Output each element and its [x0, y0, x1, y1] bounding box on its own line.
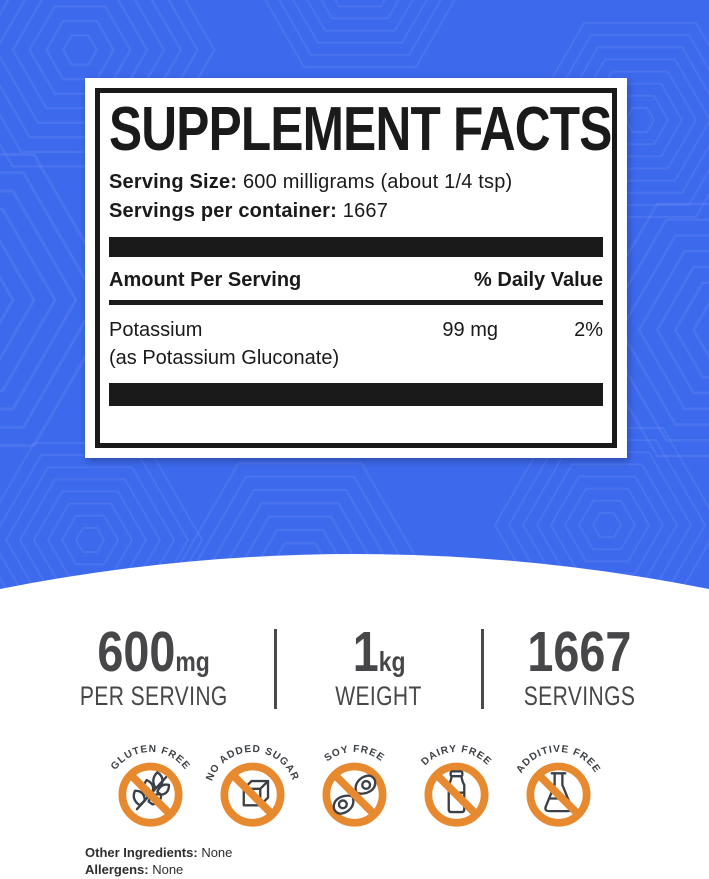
servings-per-container-label: Servings per container:	[109, 200, 337, 222]
divider-bar-bottom	[109, 383, 603, 406]
stat-weight-number: 1	[352, 619, 379, 684]
stat-weight-unit: kg	[378, 645, 406, 677]
soy-free-badge: SOY FREE	[322, 744, 387, 827]
stat-weight: 1kg WEIGHT	[277, 623, 482, 712]
stats-divider-right	[481, 629, 485, 709]
servings-per-container-line: Servings per container: 1667	[109, 200, 603, 223]
nutrient-daily-value: 2%	[574, 319, 603, 341]
amount-per-serving-header: Amount Per Serving	[109, 269, 302, 291]
daily-value-header: % Daily Value	[474, 269, 603, 291]
allergens-line: Allergens: None	[85, 861, 232, 878]
no-added-sugar-badge: NO ADDED SUGAR	[204, 744, 300, 827]
stat-per-serving-label: PER SERVING	[79, 681, 228, 712]
additive-free-badge: ADDITIVE FREE	[515, 744, 603, 827]
stat-weight-value: 1kg	[353, 623, 406, 680]
serving-size-label: Serving Size:	[109, 171, 238, 193]
other-ingredients-label: Other Ingredients:	[85, 845, 198, 860]
nutrient-name: Potassium	[109, 319, 203, 341]
stat-per-serving: 600mg PER SERVING	[34, 623, 274, 712]
curve-divider	[0, 554, 709, 602]
soy-free-label: SOY FREE	[323, 744, 386, 764]
stat-weight-label: WEIGHT	[335, 681, 423, 712]
svg-text:SOY FREE: SOY FREE	[323, 744, 387, 764]
dairy-free-badge: DAIRY FREE	[419, 744, 493, 827]
other-ingredients-value: None	[201, 845, 233, 860]
facts-header-row: Amount Per Serving % Daily Value	[109, 269, 603, 292]
supplement-facts-panel: SUPPLEMENT FACTS Serving Size: 600 milli…	[85, 78, 627, 458]
nutrient-source-detail: (as Potassium Gluconate)	[109, 347, 340, 369]
allergens-value: None	[152, 862, 184, 877]
additive-free-label: ADDITIVE FREE	[515, 744, 602, 775]
serving-size-value: 600 milligrams (about 1/4 tsp)	[242, 171, 513, 193]
other-ingredients-line: Other Ingredients: None	[85, 844, 232, 861]
divider-line-thin	[109, 300, 603, 305]
allergens-label: Allergens:	[85, 862, 149, 877]
soy-pod-icon	[332, 774, 377, 815]
stat-servings-value: 1667	[527, 623, 631, 680]
serving-size-line: Serving Size: 600 milligrams (about 1/4 …	[109, 171, 603, 194]
stat-servings: 1667 SERVINGS	[484, 623, 674, 712]
stat-servings-label: SERVINGS	[523, 681, 635, 712]
stat-per-serving-number: 600	[97, 619, 176, 684]
gluten-free-badge: GLUTEN FREE	[109, 744, 191, 827]
badges-row: GLUTEN FREE NO ADDED SUGAR SOY FREE	[0, 728, 709, 838]
footer-notes: Other Ingredients: None Allergens: None	[85, 844, 232, 878]
stat-per-serving-unit: mg	[175, 645, 211, 677]
supplement-facts-title: SUPPLEMENT FACTS	[109, 95, 612, 164]
servings-per-container-value: 1667	[342, 200, 389, 222]
svg-text:ADDITIVE FREE: ADDITIVE FREE	[515, 744, 603, 775]
nutrient-amount: 99 mg	[442, 319, 498, 341]
stats-row: 600mg PER SERVING 1kg WEIGHT 1667 SERVIN…	[34, 623, 674, 712]
stat-servings-number: 1667	[527, 619, 632, 684]
divider-bar-top	[109, 237, 603, 257]
nutrient-row: Potassium 99 mg 2%	[109, 319, 603, 342]
supplement-facts-frame: SUPPLEMENT FACTS Serving Size: 600 milli…	[95, 88, 617, 448]
stat-per-serving-value: 600mg	[98, 623, 211, 680]
stats-divider-left	[273, 629, 277, 709]
